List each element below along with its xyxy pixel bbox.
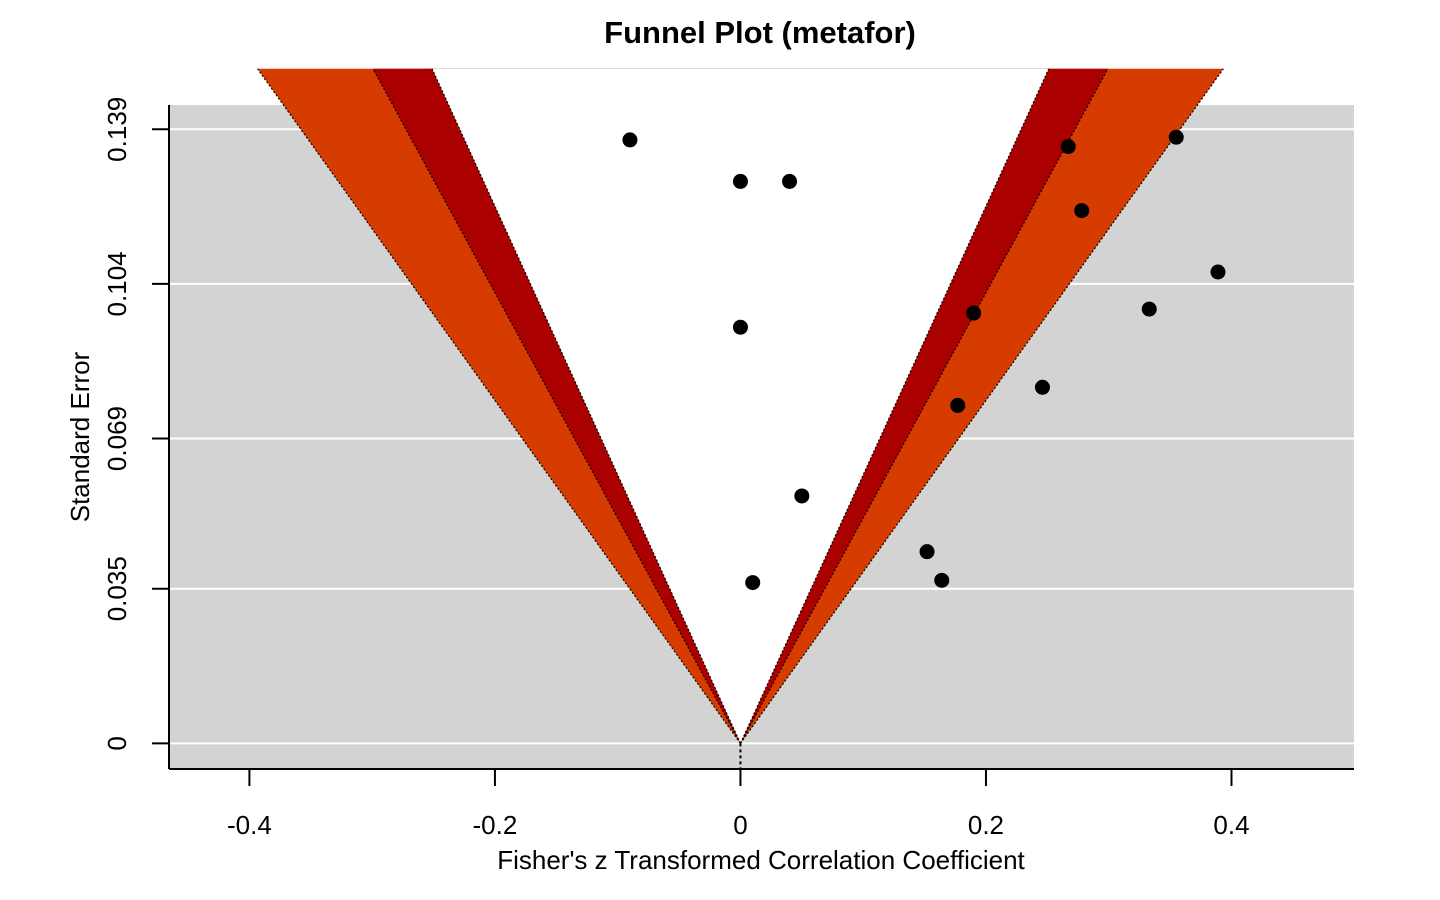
y-tick-label: 0 [102,736,132,750]
funnel-contours [257,68,1224,744]
x-tick-label: -0.2 [473,810,518,840]
data-point [1034,379,1050,395]
data-point [919,544,935,560]
y-tick-label: 0.069 [102,406,132,471]
data-point [1141,301,1157,317]
data-point [794,488,810,504]
data-point [622,132,638,148]
y-tick-label: 0.139 [102,97,132,162]
data-point [934,572,950,588]
data-point [1060,139,1076,155]
y-tick-label: 0.035 [102,556,132,621]
x-tick-label: 0.4 [1213,810,1249,840]
data-point [1168,129,1184,145]
funnel-contour-line [739,68,1109,744]
chart-title: Funnel Plot (metafor) [604,15,916,50]
data-point [966,305,982,321]
data-point [782,173,798,189]
x-tick-label: -0.4 [227,810,272,840]
data-point [1074,203,1090,219]
axes: -0.4 -0.2 0 0.2 0.4 0 0.035 0.069 0.104 0.139 [102,97,1354,840]
data-points [622,129,1226,591]
x-tick-label: 0.2 [968,810,1004,840]
funnel-contour-line [372,68,741,744]
funnel-region [432,68,1049,744]
data-point [732,319,748,335]
data-point [1210,264,1226,280]
data-point [745,575,761,591]
data-point [950,397,966,413]
x-axis-label: Fisher's z Transformed Correlation Coeff… [497,845,1025,875]
x-tick-label: 0 [733,810,747,840]
data-point [732,173,748,189]
y-tick-label: 0.104 [102,251,132,316]
y-axis-label: Standard Error [65,351,95,522]
